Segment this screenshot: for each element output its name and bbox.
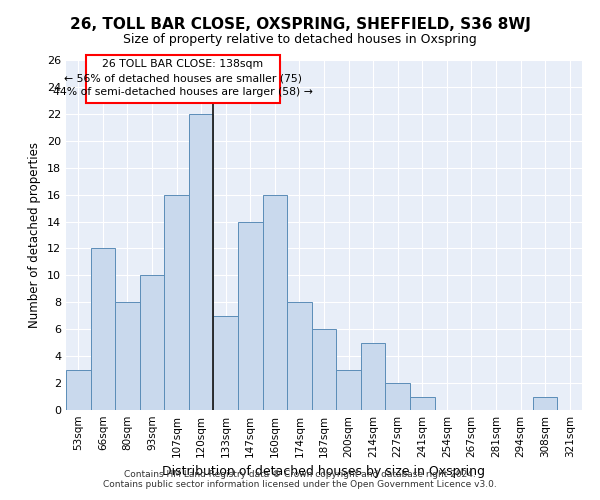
Bar (312, 329, 336, 410)
Bar (263, 194, 287, 410)
FancyBboxPatch shape (86, 54, 280, 103)
Bar (214, 316, 238, 410)
Bar (238, 222, 263, 410)
Bar (115, 302, 140, 410)
Bar (66, 370, 91, 410)
Bar (533, 396, 557, 410)
Text: Size of property relative to detached houses in Oxspring: Size of property relative to detached ho… (123, 32, 477, 46)
Text: 26 TOLL BAR CLOSE: 138sqm: 26 TOLL BAR CLOSE: 138sqm (102, 60, 263, 70)
Text: ← 56% of detached houses are smaller (75): ← 56% of detached houses are smaller (75… (64, 73, 302, 83)
X-axis label: Distribution of detached houses by size in Oxspring: Distribution of detached houses by size … (163, 466, 485, 478)
Text: 44% of semi-detached houses are larger (58) →: 44% of semi-detached houses are larger (… (53, 87, 313, 97)
Bar (164, 194, 189, 410)
Bar (287, 302, 312, 410)
Bar (336, 370, 361, 410)
Bar (91, 248, 115, 410)
Text: Contains HM Land Registry data © Crown copyright and database right 2024.
Contai: Contains HM Land Registry data © Crown c… (103, 470, 497, 489)
Text: 26, TOLL BAR CLOSE, OXSPRING, SHEFFIELD, S36 8WJ: 26, TOLL BAR CLOSE, OXSPRING, SHEFFIELD,… (70, 18, 530, 32)
Bar (385, 383, 410, 410)
Bar (189, 114, 214, 410)
Bar (140, 276, 164, 410)
Bar (410, 396, 434, 410)
Y-axis label: Number of detached properties: Number of detached properties (28, 142, 41, 328)
Bar (361, 342, 385, 410)
